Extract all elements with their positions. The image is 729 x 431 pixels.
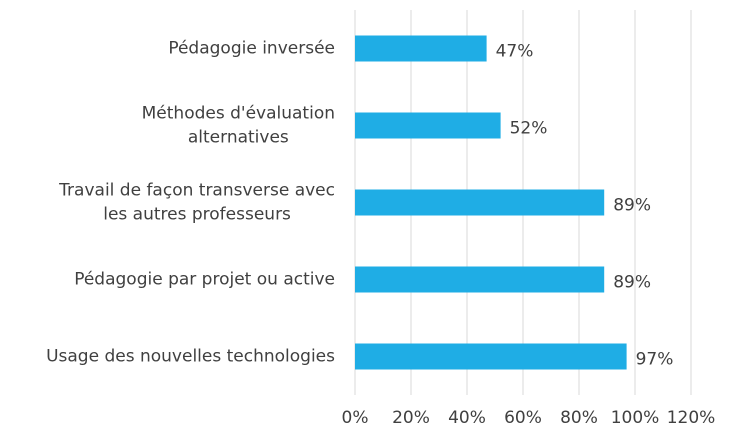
x-tick-label: 40% (448, 408, 486, 428)
bar (355, 189, 605, 216)
value-label: 89% (613, 196, 651, 216)
x-tick-label: 100% (611, 408, 660, 428)
x-tick-label: 20% (392, 408, 430, 428)
value-label: 89% (613, 273, 651, 293)
x-tick-label: 60% (504, 408, 542, 428)
bar (355, 343, 627, 370)
value-label: 97% (636, 350, 674, 370)
category-label: Pédagogie inversée (168, 39, 335, 59)
bar (355, 35, 487, 62)
bar (355, 266, 605, 293)
category-label: Pédagogie par projet ou active (74, 270, 335, 290)
value-label: 47% (496, 42, 534, 62)
x-tick-label: 120% (667, 408, 716, 428)
bar (355, 112, 501, 139)
value-label: 52% (510, 119, 548, 139)
category-label: Méthodes d'évaluation alternatives (142, 104, 335, 148)
category-label: Travail de façon transverse avec les autr… (58, 181, 335, 225)
x-tick-label: 80% (560, 408, 598, 428)
category-label: Usage des nouvelles technologies (46, 347, 335, 367)
x-tick-label: 0% (342, 408, 369, 428)
